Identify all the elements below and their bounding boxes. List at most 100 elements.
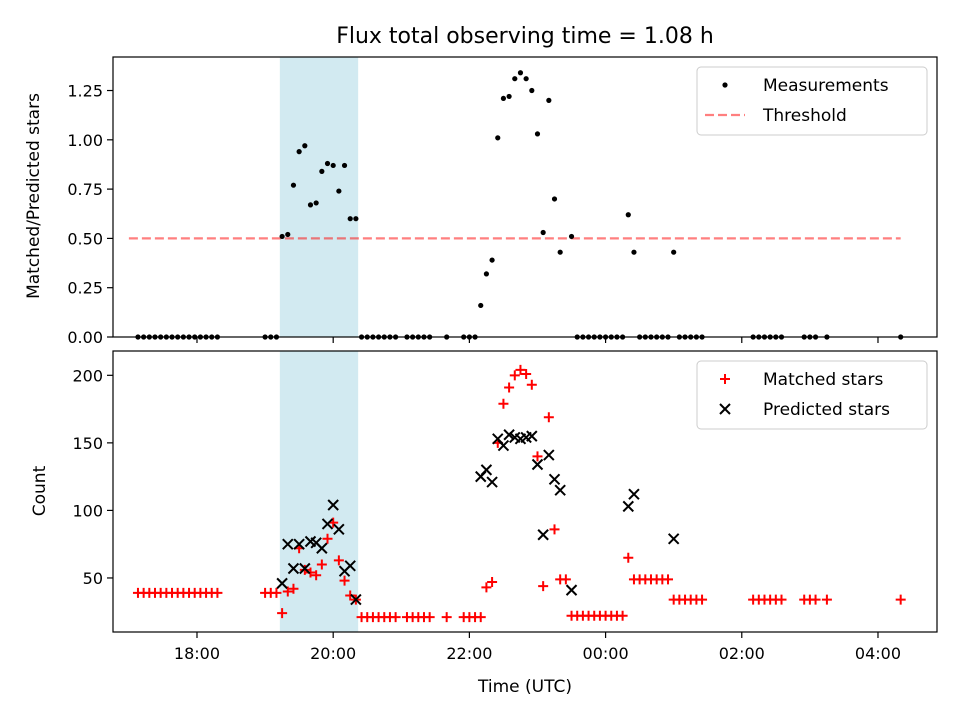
- predicted-star-point: [628, 488, 640, 500]
- x-tick-label: 02:00: [719, 644, 765, 663]
- bottom-panel: 50 100 150 200 18:00 20:00 22:00 00:00 02:00 04:0…: [72, 350, 938, 663]
- matched-star-point: [538, 581, 549, 592]
- matched-star-point: [339, 575, 350, 586]
- predicted-star-point: [276, 577, 288, 590]
- measurement-point: [302, 143, 308, 149]
- observing-window-band: [279, 57, 359, 337]
- matched-star-point: [521, 368, 532, 379]
- measurement-point: [336, 188, 342, 194]
- predicted-star-point: [344, 560, 356, 572]
- measurement-point: [285, 231, 291, 238]
- top-y-axis-label: Matched/Predicted stars: [24, 93, 44, 299]
- predicted-star-point: [486, 476, 498, 488]
- matched-star-point: [333, 555, 344, 566]
- measurement-point: [625, 212, 631, 218]
- observing-window-band: [279, 351, 359, 632]
- measurement-point: [500, 95, 507, 102]
- y-tick-label: 0.50: [67, 229, 103, 248]
- predicted-star-point: [667, 533, 680, 545]
- matched-star-point: [543, 412, 554, 423]
- predicted-star-point: [293, 538, 305, 550]
- matched-star-point: [316, 559, 327, 570]
- matched-star-point: [311, 570, 322, 581]
- legend-label: Matched stars: [763, 370, 883, 390]
- matched-star-point: [509, 370, 520, 381]
- matched-star-point: [498, 398, 509, 409]
- predicted-star-point: [497, 439, 510, 452]
- axes-frame: [112, 350, 938, 633]
- matched-star-point: [475, 612, 486, 623]
- predicted-star-point: [327, 499, 339, 511]
- matched-star-point: [288, 583, 299, 594]
- predicted-star-point: [287, 562, 300, 575]
- measurement-point: [631, 249, 637, 255]
- matched-star-point: [305, 567, 316, 578]
- predicted-star-point: [548, 473, 561, 486]
- x-tick-label: 20:00: [310, 644, 356, 663]
- chart-title: Flux total observing time = 1.08 h: [336, 24, 714, 49]
- predicted-star-point: [321, 518, 334, 530]
- legend-label: Predicted stars: [763, 400, 890, 420]
- y-tick-label: 100: [72, 501, 103, 520]
- matched-star-point: [481, 582, 492, 593]
- x-tick-label: 04:00: [855, 644, 901, 663]
- matched-star-point: [515, 364, 526, 375]
- bottom-y-axis-label: Count: [30, 465, 50, 516]
- measurement-point: [319, 168, 325, 174]
- measurement-point: [517, 70, 524, 76]
- predicted-star-point: [299, 562, 311, 575]
- legend-marker-matched: [720, 374, 730, 384]
- y-tick-label: 0.25: [67, 279, 103, 298]
- predicted-star-point: [503, 429, 515, 441]
- measurement-point: [290, 182, 297, 188]
- measurement-point: [529, 87, 535, 94]
- matched-star-point: [623, 552, 634, 563]
- x-tick-label: 18:00: [174, 644, 220, 663]
- measurement-point: [568, 233, 575, 240]
- measurement-point: [307, 202, 314, 208]
- legend-box: [696, 66, 928, 136]
- x-axis-label: Time (UTC): [477, 677, 572, 697]
- predicted-star-point: [480, 464, 493, 476]
- axes-frame: [112, 56, 938, 338]
- y-tick-label: 200: [72, 366, 103, 385]
- measurement-point: [478, 302, 484, 309]
- predicted-star-point: [282, 538, 294, 550]
- measurement-point: [495, 135, 501, 141]
- predicted-star-point: [537, 529, 549, 541]
- measurement-point: [313, 200, 319, 206]
- measurement-point: [557, 249, 563, 255]
- y-tick-label: 1.00: [67, 131, 103, 150]
- measurement-point: [489, 257, 495, 263]
- measurement-point: [341, 162, 348, 169]
- matched-star-point: [504, 382, 515, 393]
- matched-star-point: [282, 586, 293, 597]
- measurement-point: [279, 233, 285, 240]
- matched-star-point: [212, 587, 223, 598]
- predicted-star-point: [316, 542, 328, 554]
- matched-star-point: [487, 577, 498, 588]
- legend-marker-measurements: [722, 82, 728, 88]
- matched-star-point: [821, 594, 832, 605]
- predicted-star-point: [543, 449, 555, 461]
- matched-star-point: [663, 574, 674, 585]
- legend-box: [696, 360, 928, 430]
- measurement-point: [534, 131, 541, 137]
- y-tick-label: 0.75: [67, 180, 103, 199]
- measurement-point: [512, 76, 518, 82]
- measurement-point: [506, 93, 512, 100]
- measurement-point: [330, 162, 336, 169]
- matched-star-point: [895, 594, 906, 605]
- matched-star-point: [776, 594, 787, 605]
- predicted-star-point: [526, 430, 538, 442]
- measurement-point: [671, 249, 677, 255]
- matched-star-point: [560, 574, 571, 585]
- x-tick-label: 00:00: [583, 644, 629, 663]
- matched-star-point: [810, 594, 821, 605]
- y-tick-label: 50: [83, 569, 103, 588]
- measurement-point: [540, 229, 546, 236]
- matched-star-point: [271, 587, 282, 598]
- matched-star-point: [697, 594, 708, 605]
- matched-star-point: [390, 612, 401, 623]
